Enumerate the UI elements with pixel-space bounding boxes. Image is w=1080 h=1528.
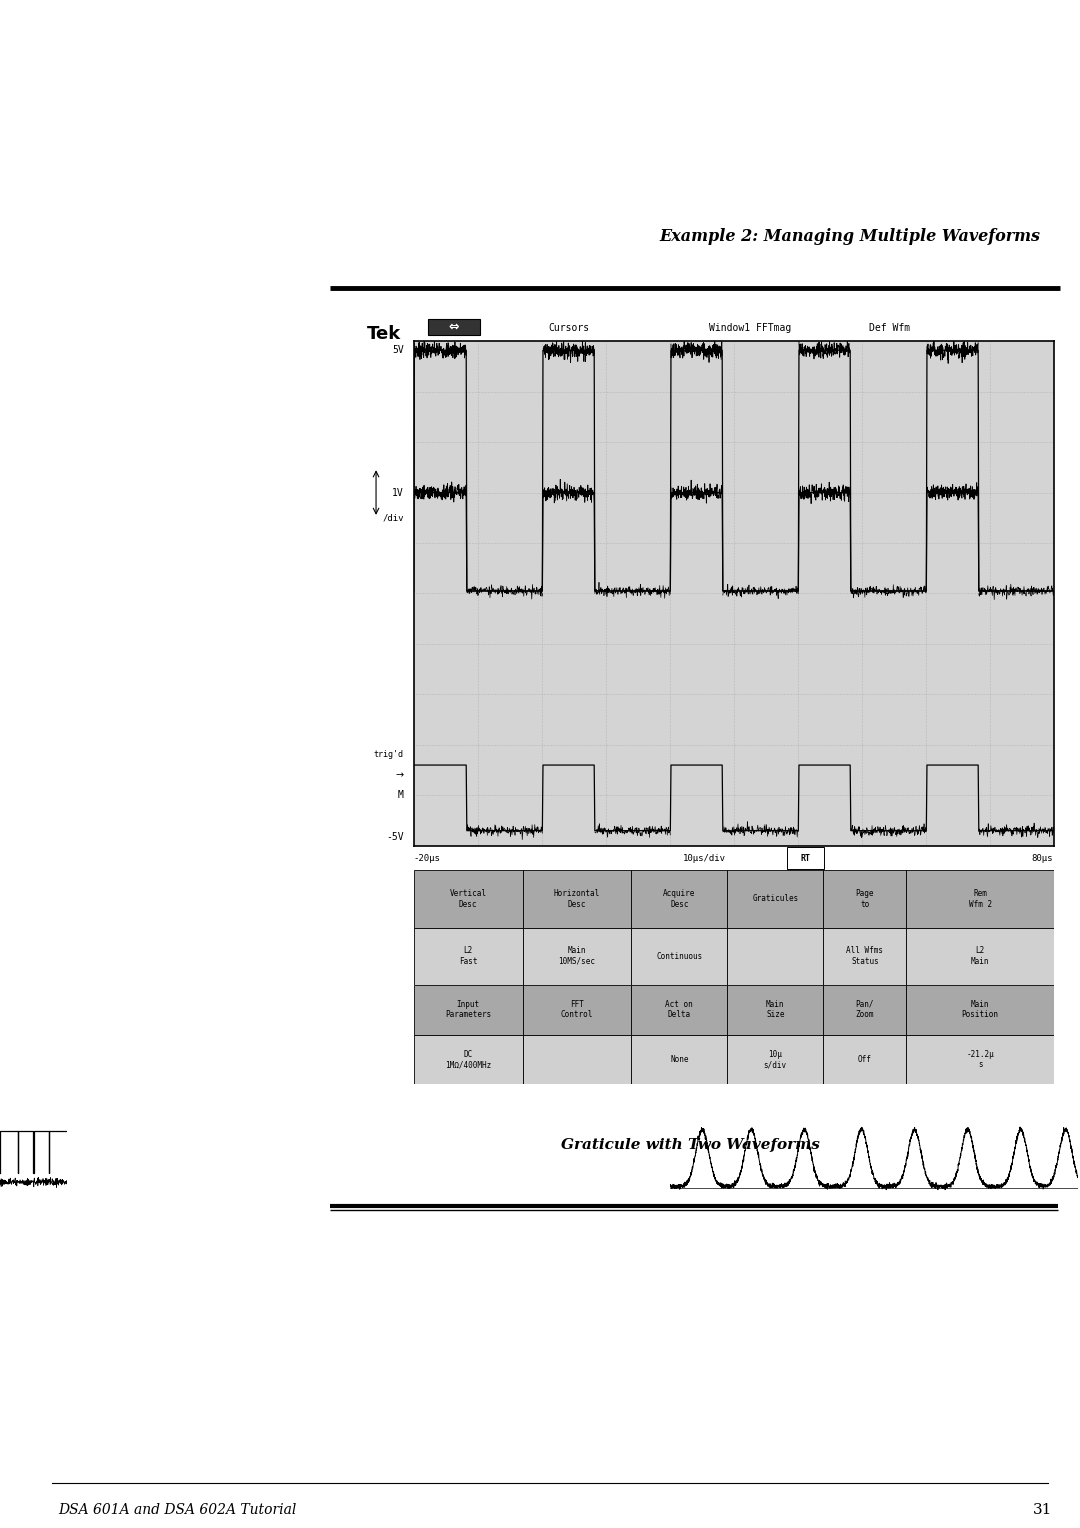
Text: Main
Position: Main Position [961,999,999,1019]
Text: Window1 FFTmag: Window1 FFTmag [708,324,791,333]
Text: DSA 601A and DSA 602A Tutorial: DSA 601A and DSA 602A Tutorial [58,1504,296,1517]
Text: 10μs/div: 10μs/div [683,854,726,862]
Bar [632,986,727,1034]
Bar [523,1034,632,1085]
Text: Page
to: Page to [855,889,874,909]
Bar [727,871,823,927]
Bar [632,1034,727,1085]
Text: Act on
Delta: Act on Delta [665,999,693,1019]
Bar [727,986,823,1034]
Bar [727,927,823,986]
Bar [414,986,523,1034]
Text: Def Wfm: Def Wfm [868,324,909,333]
Text: →: → [395,770,404,781]
Text: Tek: Tek [366,324,401,342]
Text: Horizontal
Desc: Horizontal Desc [554,889,600,909]
Text: RT: RT [800,854,810,862]
Text: Pan/
Zoom: Pan/ Zoom [855,999,874,1019]
Bar [632,927,727,986]
Text: None: None [670,1054,689,1063]
Text: L2
Fast: L2 Fast [459,946,477,966]
Text: L2
Main: L2 Main [971,946,989,966]
Text: Rem
Wfm 2: Rem Wfm 2 [969,889,991,909]
Text: ⇔: ⇔ [448,321,459,333]
Text: DC
1MΩ/400MHz: DC 1MΩ/400MHz [445,1050,491,1070]
Bar [823,1034,906,1085]
Bar [523,927,632,986]
Bar [906,927,1054,986]
Text: trig'd: trig'd [374,750,404,759]
FancyBboxPatch shape [787,847,824,869]
Text: -5V: -5V [386,831,404,842]
Bar [906,871,1054,927]
Bar [823,927,906,986]
Bar [523,871,632,927]
Text: Graticules: Graticules [752,894,798,903]
Text: Continuous: Continuous [657,952,702,961]
Text: 1V: 1V [392,487,404,498]
Text: 10μ
s/div: 10μ s/div [764,1050,787,1070]
Bar [727,1034,823,1085]
Text: -20μs: -20μs [414,854,441,862]
Bar [823,986,906,1034]
Text: 31: 31 [1032,1504,1052,1517]
Text: 5V: 5V [392,345,404,354]
Text: M: M [397,790,404,801]
Bar [523,986,632,1034]
Bar [414,927,523,986]
Text: Acquire
Desc: Acquire Desc [663,889,696,909]
Text: Off: Off [858,1054,872,1063]
Text: 80μs: 80μs [1031,854,1052,862]
Text: Cursors: Cursors [549,324,590,333]
Text: Example 2: Managing Multiple Waveforms: Example 2: Managing Multiple Waveforms [659,228,1040,244]
Text: Input
Parameters: Input Parameters [445,999,491,1019]
FancyBboxPatch shape [428,319,480,335]
Text: Main
10MS/sec: Main 10MS/sec [558,946,595,966]
Bar [906,986,1054,1034]
Bar [414,1034,523,1085]
Bar [414,871,523,927]
Text: Main
Size: Main Size [766,999,784,1019]
Text: Vertical
Desc: Vertical Desc [449,889,487,909]
Bar [632,871,727,927]
Text: -21.2μ
s: -21.2μ s [967,1050,994,1070]
Bar [823,871,906,927]
Text: Graticule with Two Waveforms: Graticule with Two Waveforms [561,1138,820,1152]
Bar [906,1034,1054,1085]
Text: All Wfms
Status: All Wfms Status [847,946,883,966]
Text: /div: /div [382,513,404,523]
Text: FFT
Control: FFT Control [561,999,593,1019]
